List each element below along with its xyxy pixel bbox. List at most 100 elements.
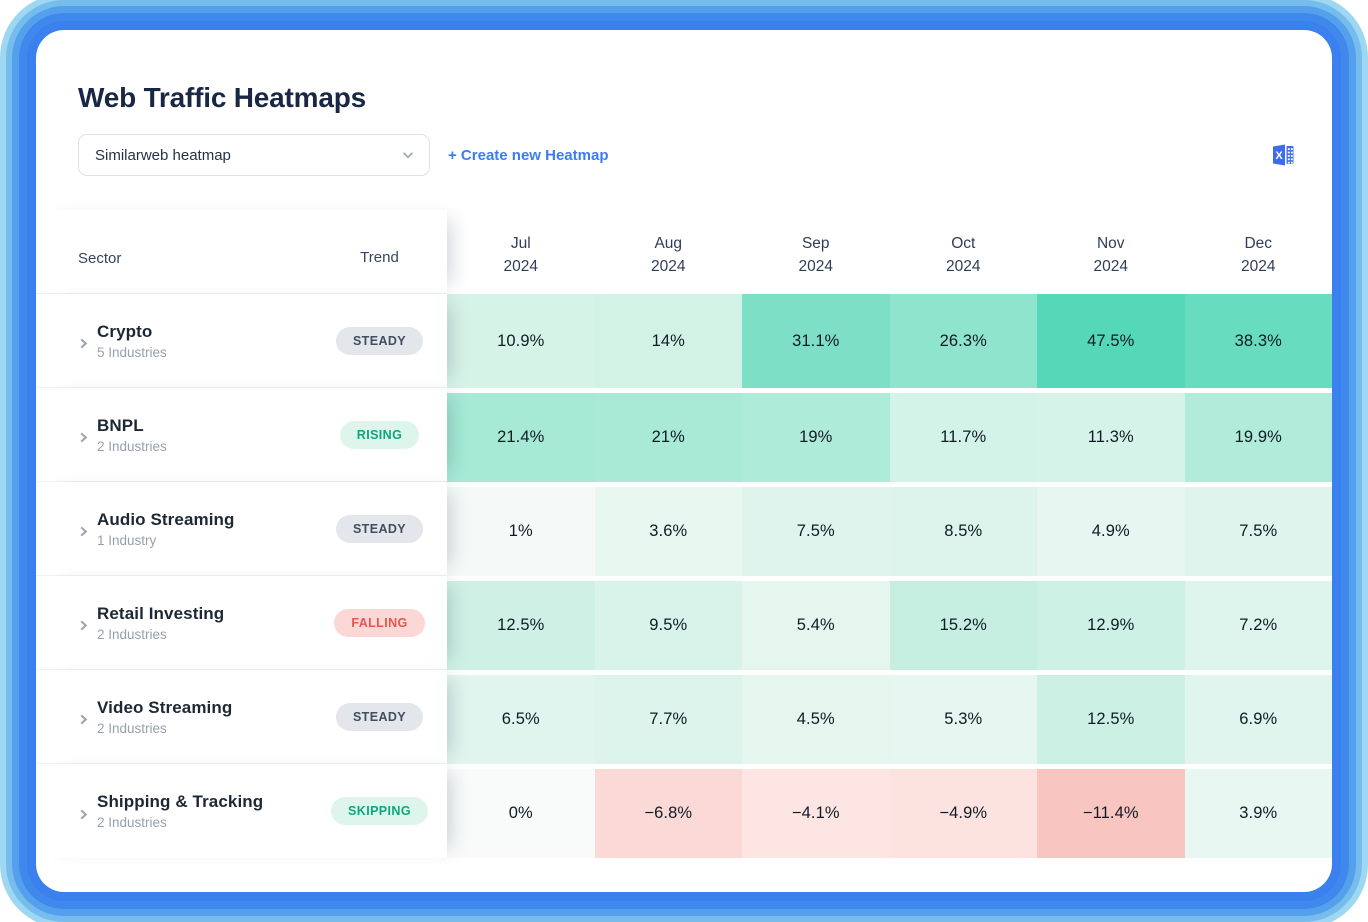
heatmap-cell[interactable]: 3.9% [1184, 764, 1332, 858]
sector-row: Video Streaming 2 Industries STEADY 6.5%… [36, 670, 1332, 764]
sector-cell[interactable]: BNPL 2 Industries [36, 416, 312, 454]
trend-cell: RISING [312, 420, 447, 449]
trend-badge: STEADY [335, 326, 424, 355]
sector-cell[interactable]: Video Streaming 2 Industries [36, 698, 312, 736]
sector-row-left: Retail Investing 2 Industries FALLING [36, 576, 447, 670]
heat-row: 21.4% 21% 19% 11.7% 11.3% 19.9% [447, 388, 1332, 482]
month-name: Aug [654, 235, 683, 252]
heat-row: 10.9% 14% 31.1% 26.3% 47.5% 38.3% [447, 294, 1332, 388]
heatmap-cell[interactable]: 5.3% [889, 670, 1037, 764]
trend-badge: FALLING [334, 608, 425, 637]
heatmap-cell[interactable]: 19.9% [1184, 388, 1332, 482]
heatmap-cell[interactable]: 19% [742, 388, 890, 482]
heatmap-cell[interactable]: 7.7% [594, 670, 742, 764]
heatmap-cell[interactable]: 12.5% [1037, 670, 1185, 764]
chevron-right-icon[interactable] [78, 714, 89, 725]
sector-cell[interactable]: Crypto 5 Industries [36, 322, 312, 360]
sector-column-header: Sector [78, 250, 122, 267]
sector-name: Shipping & Tracking [97, 792, 264, 811]
sector-row-left: Video Streaming 2 Industries STEADY [36, 670, 447, 764]
sector-cell[interactable]: Retail Investing 2 Industries [36, 604, 312, 642]
sector-row: Audio Streaming 1 Industry STEADY 1% 3.6%… [36, 482, 1332, 576]
heatmap-cell[interactable]: 4.9% [1037, 482, 1185, 576]
table-header-row: Sector Trend Jul 2024 Aug 2024 Sep 2024 … [36, 210, 1332, 294]
sector-name: Retail Investing [97, 603, 225, 623]
month-column-header: Nov 2024 [1037, 210, 1185, 294]
month-name: Jul [510, 235, 531, 252]
heatmap-cell[interactable]: 1% [447, 482, 595, 576]
month-year: 2024 [798, 258, 833, 275]
chevron-right-icon[interactable] [78, 809, 89, 820]
trend-badge: STEADY [335, 702, 424, 731]
month-column-header: Oct 2024 [890, 210, 1038, 294]
sector-name: Crypto [97, 321, 153, 341]
month-column-header: Dec 2024 [1185, 210, 1333, 294]
svg-text:X: X [1275, 150, 1283, 162]
heatmap-select[interactable]: Similarweb heatmap [78, 134, 430, 176]
heatmap-cell[interactable]: 11.3% [1037, 388, 1185, 482]
heatmap-cell[interactable]: 31.1% [742, 294, 890, 388]
month-headers: Jul 2024 Aug 2024 Sep 2024 Oct 2024 Nov … [447, 210, 1332, 294]
heatmap-cell[interactable]: 11.7% [889, 388, 1037, 482]
heatmap-cell[interactable]: 10.9% [447, 294, 595, 388]
heat-row: 0% −6.8% −4.1% −4.9% −11.4% 3.9% [447, 764, 1332, 858]
heatmap-cell[interactable]: 3.6% [594, 482, 742, 576]
heatmap-cell[interactable]: −6.8% [594, 764, 742, 858]
sector-row: Crypto 5 Industries STEADY 10.9% 14% 31.1%… [36, 294, 1332, 388]
heatmap-cell[interactable]: 0% [447, 764, 595, 858]
sector-industries-count: 2 Industries [97, 815, 167, 830]
month-column-header: Aug 2024 [595, 210, 743, 294]
trend-cell: STEADY [312, 326, 447, 355]
heatmap-cell[interactable]: −4.1% [742, 764, 890, 858]
heatmap-cell[interactable]: 14% [594, 294, 742, 388]
heatmap-cell[interactable]: 6.9% [1184, 670, 1332, 764]
sector-cell[interactable]: Shipping & Tracking 2 Industries [36, 792, 312, 830]
heatmap-select-value: Similarweb heatmap [95, 146, 231, 164]
heatmap-cell[interactable]: 21% [594, 388, 742, 482]
month-year: 2024 [946, 258, 981, 275]
sector-row-left: BNPL 2 Industries RISING [36, 388, 447, 482]
sector-cell[interactable]: Audio Streaming 1 Industry [36, 510, 312, 548]
heatmap-cell[interactable]: 12.9% [1037, 576, 1185, 670]
heatmap-cell[interactable]: 21.4% [447, 388, 595, 482]
heatmap-cell[interactable]: 38.3% [1184, 294, 1332, 388]
heatmap-cell[interactable]: −11.4% [1037, 764, 1185, 858]
month-year: 2024 [1241, 258, 1276, 275]
heatmap-cell[interactable]: 8.5% [889, 482, 1037, 576]
heatmap-cell[interactable]: 26.3% [889, 294, 1037, 388]
trend-cell: STEADY [312, 514, 447, 543]
heatmap-cell[interactable]: 5.4% [742, 576, 890, 670]
heat-row: 1% 3.6% 7.5% 8.5% 4.9% 7.5% [447, 482, 1332, 576]
sector-row: Shipping & Tracking 2 Industries SKIPPIN… [36, 764, 1332, 858]
sector-industries-count: 2 Industries [97, 720, 167, 736]
heatmap-cell[interactable]: 9.5% [594, 576, 742, 670]
controls-row: Similarweb heatmap + Create new Heatmap … [78, 134, 1300, 176]
sector-industries-count: 1 Industry [97, 532, 157, 548]
sector-name: Audio Streaming [97, 509, 235, 529]
sector-row-left: Shipping & Tracking 2 Industries SKIPPIN… [36, 764, 447, 858]
trend-cell: STEADY [312, 702, 447, 731]
heatmap-cell[interactable]: 4.5% [742, 670, 890, 764]
chevron-right-icon[interactable] [78, 432, 89, 443]
sector-industries-count: 2 Industries [97, 626, 167, 642]
heatmap-cell[interactable]: 47.5% [1037, 294, 1185, 388]
sector-name: Video Streaming [97, 697, 233, 717]
heatmap-cell[interactable]: 12.5% [447, 576, 595, 670]
chevron-right-icon[interactable] [78, 526, 89, 537]
create-heatmap-link[interactable]: + Create new Heatmap [448, 146, 609, 164]
heatmap-cell[interactable]: 7.5% [1184, 482, 1332, 576]
heatmap-cell[interactable]: 7.2% [1184, 576, 1332, 670]
sector-industries-count: 2 Industries [97, 438, 167, 454]
heatmap-cell[interactable]: −4.9% [889, 764, 1037, 858]
heatmap-cell[interactable]: 15.2% [889, 576, 1037, 670]
month-column-header: Jul 2024 [447, 210, 595, 294]
excel-export-button[interactable]: X [1266, 138, 1300, 172]
trend-badge: RISING [339, 420, 420, 449]
heatmap-cell[interactable]: 6.5% [447, 670, 595, 764]
month-name: Oct [951, 235, 976, 252]
chevron-right-icon[interactable] [78, 338, 89, 349]
month-year: 2024 [503, 258, 538, 275]
chevron-right-icon[interactable] [78, 620, 89, 631]
heatmap-cell[interactable]: 7.5% [742, 482, 890, 576]
